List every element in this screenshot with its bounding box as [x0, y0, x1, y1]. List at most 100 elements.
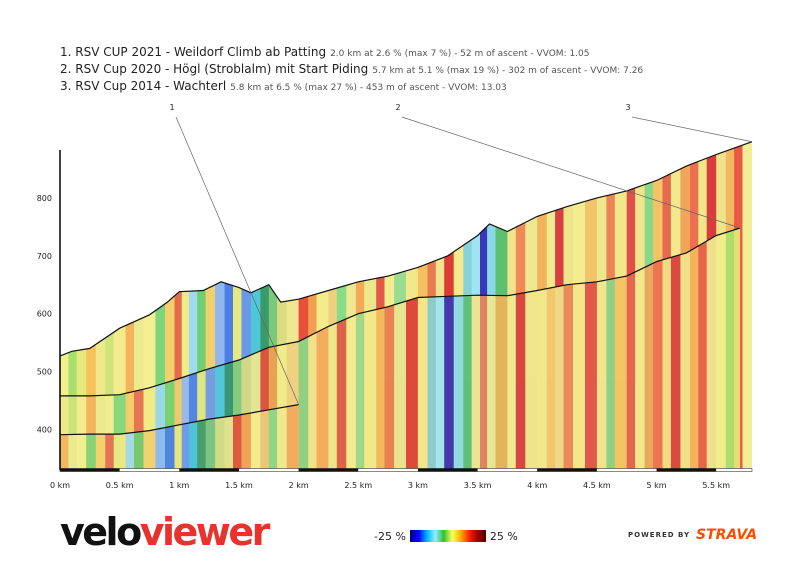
climb-title: 1. RSV CUP 2021 - Weildorf Climb ab Patt… [60, 45, 327, 59]
gradient-stripe [471, 228, 481, 470]
gradient-stripe [105, 404, 115, 470]
axes: 400 500 600 700 800 0 km 0.5 km 1 km 1.5 km 2 km 2… [37, 150, 753, 490]
annotation-label: 1 [169, 103, 174, 112]
gradient-stripe [653, 228, 664, 470]
x-tick-label: 1.5 km [225, 481, 253, 490]
gradient-stripe [308, 141, 318, 470]
x-tick-label: 2 km [289, 481, 309, 490]
x-tick-label: 5.5 km [702, 481, 730, 490]
gradient-stripe [165, 228, 176, 470]
gradient-stripe [233, 404, 242, 470]
gradient-stripe [215, 141, 226, 470]
gradient-legend: -25 % 25 % [374, 528, 518, 544]
gradient-stripe [336, 228, 347, 470]
gradient-stripe [86, 228, 97, 470]
climb-stats: 5.7 km at 5.1 % (max 19 %) - 302 m of as… [372, 66, 644, 76]
x-scale-segment [417, 468, 478, 472]
gradient-stripe [134, 228, 145, 470]
gradient-stripe [555, 228, 565, 470]
gradient-stripe [585, 228, 598, 470]
powered-by-strava: POWERED BY STRAVA [628, 527, 757, 543]
gradient-stripe [60, 404, 69, 470]
gradient-stripe [690, 228, 699, 470]
gradient-stripe [250, 141, 261, 470]
gradient-stripe [734, 228, 741, 470]
veloviewer-logo: veloviewer [60, 510, 270, 554]
gradient-stripe [241, 404, 252, 470]
y-tick-label: 400 [37, 425, 52, 434]
y-tick-label: 600 [37, 310, 52, 319]
gradient-stripe [346, 228, 357, 470]
gradient-stripe [328, 141, 338, 470]
annotation-leader [631, 116, 753, 143]
gradient-stripe [224, 141, 234, 470]
gradient-stripe [224, 404, 234, 470]
gradient-stripe [268, 228, 278, 470]
x-scale-segment [298, 468, 359, 472]
gradient-stripe [181, 228, 190, 470]
gradient-stripe [105, 228, 115, 470]
gradient-stripe [546, 228, 556, 470]
gradient-stripe [644, 228, 654, 470]
annotation-leader [401, 116, 741, 229]
gradient-stripe [662, 228, 672, 470]
climb-title: 3. RSV Cup 2014 - Wachterl [60, 79, 227, 93]
gradient-stripe [174, 404, 183, 470]
x-scale-segment [656, 468, 717, 472]
gradient-stripe [197, 141, 207, 470]
gradient-stripe [444, 228, 455, 470]
gradient-stripe [417, 228, 428, 470]
gradient-stripe [155, 404, 166, 470]
gradient-stripe [188, 404, 198, 470]
gradient-stripe [205, 404, 216, 470]
gradient-stripe [355, 141, 365, 470]
x-tick-label: 4 km [527, 481, 547, 490]
profile-lines [59, 141, 753, 436]
gradient-stripe [716, 228, 727, 470]
gradient-stripe [277, 141, 288, 470]
x-scale-segment [716, 468, 752, 472]
annotation-label: 3 [625, 103, 630, 112]
annotations: 1 2 3 [169, 103, 753, 405]
gradient-stripe [487, 228, 497, 470]
gradient-stripe [174, 228, 183, 470]
legend-max-label: 25 % [489, 529, 518, 543]
gradient-stripe [515, 228, 526, 470]
gradient-stripe [507, 228, 517, 470]
profile-line-1 [59, 404, 299, 436]
gradient-stripe [376, 228, 386, 470]
x-scale-segment [179, 468, 239, 472]
climb-titles: 1. RSV CUP 2021 - Weildorf Climb ab Patt… [60, 42, 643, 93]
x-scale-segment [537, 468, 597, 472]
gradient-stripe [205, 141, 216, 470]
gradient-stripe [725, 228, 735, 470]
gradient-stripe [241, 141, 252, 470]
gradient-stripe [260, 141, 270, 470]
gradient-stripe [698, 228, 708, 470]
legend-min-label: -25 % [374, 529, 406, 543]
gradient-stripe [95, 228, 106, 470]
gradient-stripe [125, 404, 135, 470]
gradient-stripe [188, 141, 198, 470]
climb-title-row: 1. RSV CUP 2021 - Weildorf Climb ab Patt… [60, 42, 643, 59]
gradient-stripe [480, 228, 488, 470]
climb-title-row: 3. RSV Cup 2014 - Wachterl 5.8 km at 6.5 … [60, 76, 643, 93]
gradient-stripe [181, 404, 190, 470]
gradient-stripe [298, 228, 309, 470]
x-tick-label: 4.5 km [583, 481, 611, 490]
x-tick-label: 3 km [408, 481, 428, 490]
gradient-stripe [286, 404, 299, 470]
gradient-stripe [336, 141, 347, 470]
annotation-leader [175, 116, 299, 405]
y-tick-label: 800 [37, 194, 52, 203]
gradient-stripe [86, 404, 97, 470]
gradient-stripe [181, 141, 190, 470]
gradient-stripe [60, 228, 69, 470]
gradient-stripe [606, 228, 616, 470]
gradient-stripe [346, 141, 357, 470]
gradient-stripe [68, 228, 78, 470]
gradient-stripe [260, 404, 270, 470]
x-tick-label: 0.5 km [106, 481, 134, 490]
gradient-stripe [68, 404, 78, 470]
gradient-stripe [174, 141, 183, 470]
